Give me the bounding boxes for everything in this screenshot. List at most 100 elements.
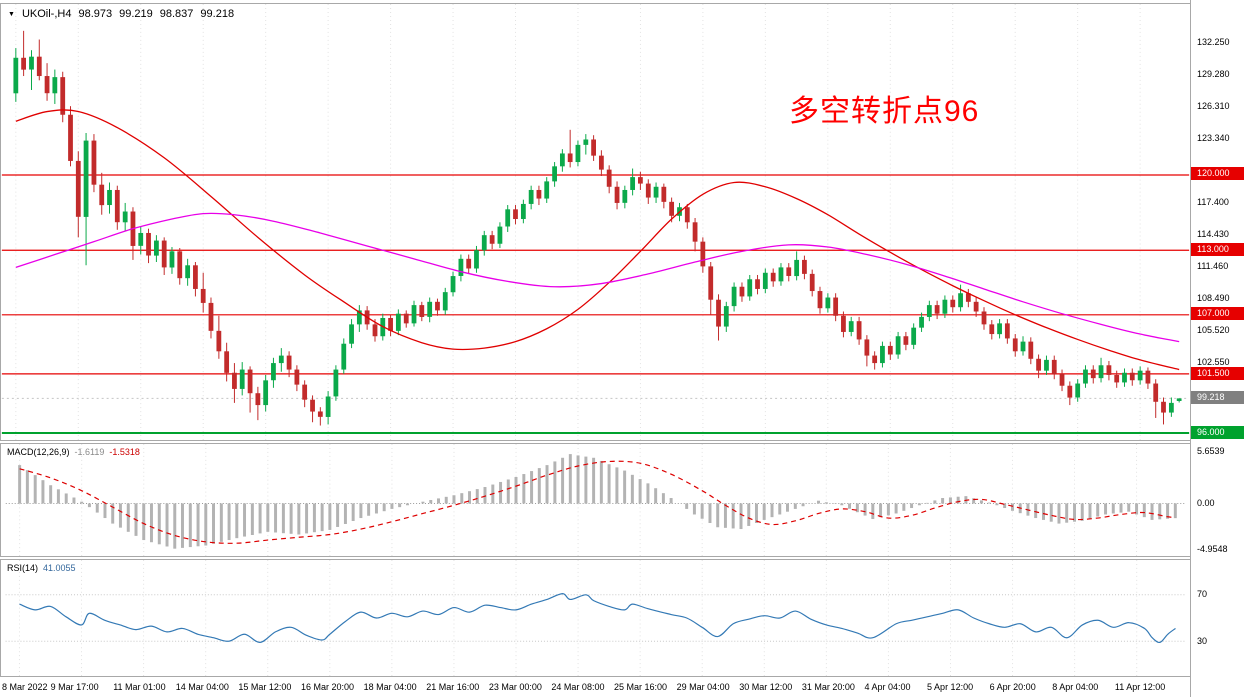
time-axis[interactable]: 8 Mar 2022 9 Mar 17:00 11 Mar 01:00 14 Mar … [0, 676, 1190, 698]
candle-bearish [591, 139, 596, 156]
price-axis-tick: 108.490 [1197, 293, 1230, 304]
price-level-badge: 101.500 [1191, 366, 1244, 380]
candle-bearish [817, 291, 823, 309]
candle-bearish [598, 155, 604, 170]
candle-bearish [435, 301, 440, 311]
candle-bearish [755, 279, 760, 289]
candle-bullish [1122, 372, 1127, 383]
candle-bearish [317, 411, 323, 417]
time-axis-label: 8 Mar 2022 [2, 682, 48, 692]
time-axis-label: 8 Apr 04:00 [1052, 682, 1099, 692]
candle-bearish [669, 201, 675, 216]
candle-bullish [848, 321, 854, 332]
time-axis-label: 31 Mar 20:00 [801, 682, 855, 692]
price-axis[interactable]: 132.250 129.280 126.310 123.340 117.400 114.4… [1190, 0, 1244, 697]
candle-bearish [1004, 323, 1010, 339]
candle-bearish [513, 209, 518, 220]
time-axis-label: 14 Mar 04:00 [175, 682, 229, 692]
time-axis-label: 4 Apr 04:00 [864, 682, 911, 692]
chart-title: ▼ UKOil-,H4 98.973 99.219 98.837 99.218 [8, 8, 234, 20]
rsi-line[interactable] [19, 593, 1176, 644]
candle-bullish [520, 203, 526, 220]
candle-bullish [349, 324, 354, 344]
candle-bearish [419, 305, 425, 317]
time-axis-label: 9 Mar 17:00 [50, 682, 99, 692]
candle-bullish [880, 345, 885, 364]
candle-bearish [614, 186, 620, 203]
candlestick-chart-canvas[interactable] [1, 4, 1190, 440]
candle-bullish [458, 258, 464, 276]
time-axis-label: 21 Mar 16:00 [426, 682, 480, 692]
candle-bearish [1090, 369, 1096, 379]
price-axis-tick: 0.00 [1197, 498, 1215, 508]
ohlc-close: 99.218 [200, 8, 235, 20]
time-axis-label: 6 Apr 20:00 [989, 682, 1036, 692]
time-axis-label: 24 Mar 08:00 [551, 682, 605, 692]
price-axis-tick: 70 [1197, 589, 1208, 600]
ma-red[interactable] [15, 109, 1180, 371]
macd-pane: MACD(12,26,9) -1.6119 -1.5318 [0, 443, 1190, 557]
chart-dropdown-icon[interactable]: ▼ [8, 10, 15, 18]
candle-bullish [552, 166, 557, 182]
candle-bearish [114, 189, 120, 223]
candle-bullish [1020, 341, 1026, 352]
candle-bearish [903, 336, 909, 345]
candle-bearish [302, 384, 308, 400]
price-axis-tick: 117.400 [1197, 197, 1229, 208]
candle-bullish [653, 186, 659, 198]
candle-bullish [942, 299, 948, 314]
candle-bullish [1075, 383, 1081, 398]
macd-main-value: -1.6119 [74, 447, 105, 457]
candle-bearish [60, 77, 66, 115]
current-price-badge: 99.218 [1191, 391, 1244, 405]
macd-signal-value: -1.5318 [109, 447, 140, 457]
candle-bullish [497, 226, 503, 244]
ohlc-open: 98.973 [78, 8, 113, 20]
time-axis-label: 23 Mar 00:00 [488, 682, 542, 692]
candle-bearish [1067, 385, 1073, 398]
macd-signal-line[interactable] [19, 460, 1176, 544]
candle-bearish [786, 267, 792, 276]
ma-magenta[interactable] [15, 212, 1180, 343]
time-axis-label: 5 Apr 12:00 [927, 682, 974, 692]
rsi-chart-canvas[interactable] [1, 560, 1190, 676]
time-axis-label: 30 Mar 12:00 [739, 682, 793, 692]
time-axis-label: 18 Mar 04:00 [363, 682, 417, 692]
macd-chart-canvas[interactable] [1, 444, 1190, 556]
candle-bearish [1145, 370, 1151, 384]
candle-bullish [450, 276, 456, 293]
price-axis-tick: 126.310 [1197, 101, 1230, 112]
candle-bearish [75, 160, 81, 217]
candle-bullish [1137, 370, 1143, 381]
annotation-text: 多空转折点96 [789, 95, 980, 128]
time-axis-label: 25 Mar 16:00 [614, 682, 668, 692]
rsi-title: RSI(14) 41.0055 [7, 563, 76, 573]
price-axis-tick: -4.9548 [1197, 543, 1228, 554]
candle-bearish [44, 76, 50, 94]
candle-bearish [247, 369, 253, 394]
candle-bearish [684, 207, 690, 223]
candle-bearish [372, 324, 378, 337]
candle-bearish [887, 345, 893, 355]
candle-bullish [442, 292, 448, 311]
candle-bullish [505, 209, 511, 227]
price-axis-tick: 5.6539 [1197, 445, 1225, 456]
candle-bearish [286, 355, 292, 370]
candle-bullish [825, 297, 831, 309]
candle-bearish [1153, 383, 1159, 402]
candle-bearish [1036, 358, 1041, 371]
candle-bullish [107, 189, 112, 206]
candle-bullish [528, 189, 534, 204]
price-level-badge: 113.000 [1191, 242, 1244, 256]
time-axis-label: 16 Mar 20:00 [301, 682, 355, 692]
candle-bearish [692, 222, 698, 242]
candle-bullish [997, 323, 1002, 335]
candle-bearish [388, 317, 393, 331]
candle-bearish [872, 355, 878, 364]
candle-bullish [1098, 365, 1104, 379]
candle-bearish [200, 288, 206, 303]
candle-bearish [739, 286, 745, 297]
candle-bearish [68, 114, 73, 161]
macd-title: MACD(12,26,9) -1.6119 -1.5318 [7, 447, 140, 457]
candle-bullish [794, 259, 800, 277]
